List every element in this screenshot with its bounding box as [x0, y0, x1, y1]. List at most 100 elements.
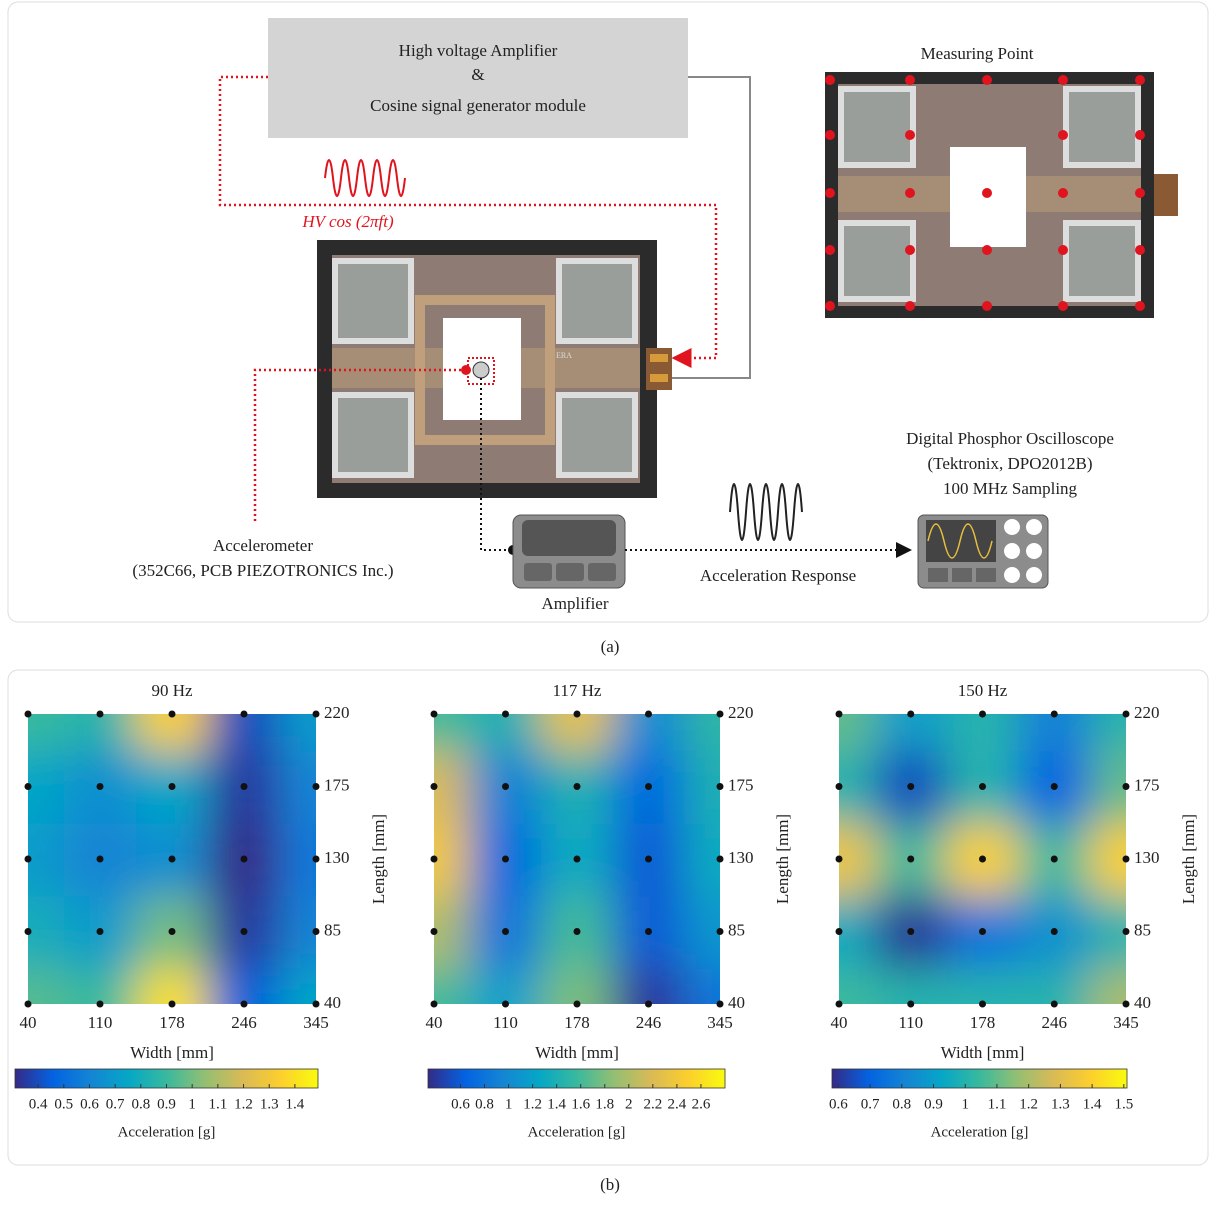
plot-title: 117 Hz [553, 681, 602, 700]
heatmap-cell [684, 968, 828, 1114]
grid-point [979, 1001, 986, 1008]
colorbar-tick-label: 1.2 [1019, 1096, 1038, 1112]
grid-point [25, 856, 32, 863]
colorbar-tick-label: 1 [188, 1096, 196, 1112]
grid-point [836, 711, 843, 718]
grid-point [313, 856, 320, 863]
measuring-dot [1058, 301, 1068, 311]
grid-point [25, 711, 32, 718]
grid-point [169, 711, 176, 718]
colorbar-tick-label: 1 [961, 1096, 969, 1112]
grid-point [979, 783, 986, 790]
grid-point [717, 1001, 724, 1008]
heatmap-field [0, 605, 425, 1114]
y-tick-label: 130 [324, 848, 350, 867]
colorbar-tick-label: 1.3 [260, 1096, 279, 1112]
grid-point [1051, 856, 1058, 863]
colorbar-tick-label: 0.9 [157, 1096, 176, 1112]
amplifier-label: Amplifier [541, 594, 608, 613]
heatmap-cell [684, 605, 828, 751]
measuring-dot [905, 188, 915, 198]
grid-point [645, 783, 652, 790]
grid-point [645, 711, 652, 718]
grid-point [97, 1001, 104, 1008]
colorbar-tick-label: 0.6 [80, 1096, 99, 1112]
colorbar [832, 1069, 1127, 1088]
grid-point [907, 856, 914, 863]
colorbar-tick-label: 0.7 [861, 1096, 880, 1112]
grid-point [574, 1001, 581, 1008]
colorbar-tick-label: 0.5 [54, 1096, 73, 1112]
colorbar-tick-label: 0.9 [924, 1096, 943, 1112]
response-wave [730, 484, 802, 540]
caption: (a) [601, 637, 620, 656]
x-tick-label: 345 [707, 1013, 733, 1032]
colorbar-tick-label: 0.6 [829, 1096, 848, 1112]
grid-point [97, 711, 104, 718]
heatmap-cell [0, 750, 65, 824]
box-label: & [471, 65, 484, 84]
colorbar-tick-label: 1.5 [1114, 1096, 1133, 1112]
heatmap-cell [731, 895, 876, 969]
grid-point [25, 1001, 32, 1008]
grid-point [97, 783, 104, 790]
grid-point [574, 711, 581, 718]
heatmap-cell [0, 895, 65, 969]
heatmap-cell [64, 968, 137, 1114]
measuring-dot [825, 130, 835, 140]
x-tick-label: 110 [88, 1013, 113, 1032]
page: {"panel_a": { "amplifier_box": ["High vo… [0, 0, 1210, 1202]
y-tick-label: 130 [1134, 848, 1160, 867]
y-tick-label: 40 [324, 993, 341, 1012]
grid-point [431, 711, 438, 718]
colorbar [428, 1069, 725, 1088]
grid-point [25, 928, 32, 935]
y-tick-label: 175 [1134, 775, 1160, 794]
grid-point [25, 783, 32, 790]
grid-point [313, 1001, 320, 1008]
grid-point [241, 783, 248, 790]
box-label: High voltage Amplifier [399, 41, 558, 60]
measuring-dot [825, 188, 835, 198]
grid-point [1123, 783, 1130, 790]
x-tick-label: 246 [636, 1013, 662, 1032]
colorbar-tick-label: 1.1 [988, 1096, 1007, 1112]
heatmap-cell [280, 605, 425, 751]
colorbar-tick-label: 2.6 [692, 1096, 711, 1112]
x-axis-label: Width [mm] [941, 1043, 1025, 1062]
grid-point [97, 928, 104, 935]
measuring-dot [1058, 130, 1068, 140]
heatmap-cell [947, 605, 1020, 751]
x-tick-label: 178 [159, 1013, 185, 1032]
x-tick-label: 246 [231, 1013, 257, 1032]
response-label: Acceleration Response [700, 566, 856, 585]
y-tick-label: 130 [728, 848, 754, 867]
y-tick-label: 175 [728, 775, 754, 794]
grid-point [907, 783, 914, 790]
plot-title: 90 Hz [151, 681, 193, 700]
x-tick-label: 345 [1113, 1013, 1139, 1032]
grid-point [836, 928, 843, 935]
grid-point [313, 783, 320, 790]
grid-point [431, 928, 438, 935]
x-tick-label: 40 [426, 1013, 443, 1032]
y-tick-label: 40 [1134, 993, 1151, 1012]
heatmap-cell [731, 968, 876, 1114]
heatmap-cell [541, 968, 614, 1114]
grid-point [313, 928, 320, 935]
colorbar-tick-label: 1.8 [595, 1096, 614, 1112]
grid-point [431, 1001, 438, 1008]
grid-point [717, 711, 724, 718]
heatmap-cell [0, 968, 65, 1114]
measuring-dot [905, 130, 915, 140]
heatmap-cell [1090, 605, 1210, 751]
grid-point [907, 928, 914, 935]
heatmap-cell [280, 823, 425, 897]
grid-point [1051, 783, 1058, 790]
measuring-dot [905, 75, 915, 85]
grid-point [241, 711, 248, 718]
oscilloscope-label: 100 MHz Sampling [943, 479, 1078, 498]
grid-point [574, 928, 581, 935]
x-tick-label: 40 [20, 1013, 37, 1032]
heatmap-cell [1090, 968, 1210, 1114]
